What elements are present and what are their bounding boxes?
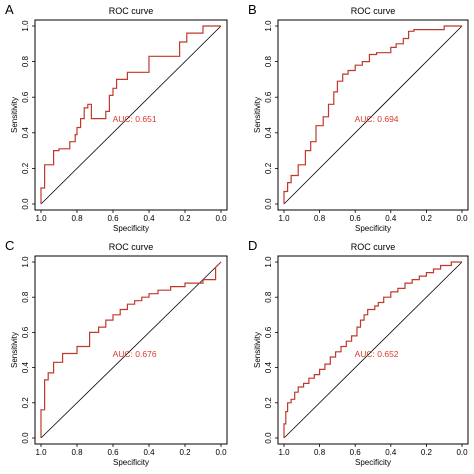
x-axis-label: Specificity	[355, 458, 391, 467]
y-tick-label: 0.0	[264, 432, 273, 444]
x-tick-label: 0.0	[215, 214, 227, 223]
x-tick-label: 1.0	[278, 448, 290, 457]
x-tick-label: 0.4	[143, 214, 155, 223]
roc-curve-line	[283, 25, 462, 204]
y-tick-label: 0.6	[264, 326, 273, 338]
y-tick-label: 0.8	[21, 55, 30, 67]
x-tick-label: 0.6	[107, 448, 119, 457]
x-tick-label: 0.8	[314, 448, 326, 457]
x-tick-label: 1.0	[35, 214, 47, 223]
plot-frame	[277, 19, 469, 211]
auc-annotation: AUC: 0.652	[355, 349, 399, 359]
auc-annotation: AUC: 0.676	[113, 349, 157, 359]
panel-label: B	[248, 2, 257, 17]
y-tick-label: 0.4	[264, 361, 273, 373]
roc-panel-d: D ROC curve 1.0 0.8 0.6 0.4 0.2 0.0 0.0 0.2 0.4 0.6…	[248, 238, 469, 467]
chart-title: ROC curve	[109, 6, 154, 16]
y-tick-label: 0.0	[264, 198, 273, 210]
y-tick-label: 0.0	[21, 432, 30, 444]
auc-annotation: AUC: 0.651	[113, 114, 157, 124]
y-tick-label: 0.8	[264, 55, 273, 67]
diagonal-reference-line	[40, 261, 222, 439]
roc-curve-line	[283, 261, 462, 438]
x-tick-label: 0.8	[71, 214, 83, 223]
diagonal-reference-line	[283, 25, 463, 205]
y-tick-label: 0.0	[21, 198, 30, 210]
y-axis-label: Sensitivity	[253, 97, 262, 133]
y-axis-label: Sensitivity	[10, 332, 19, 368]
y-tick-label: 1.0	[21, 256, 30, 268]
x-tick-label: 0.0	[215, 448, 227, 457]
x-axis-label: Specificity	[355, 224, 391, 233]
roc-panel-b: B ROC curve 1.0 0.8 0.6 0.4 0.2 0.0 0.0 0.2 0.4 0.6…	[248, 2, 469, 233]
y-tick-label: 1.0	[21, 20, 30, 32]
x-tick-label: 0.0	[456, 214, 468, 223]
panel-label: C	[5, 238, 14, 253]
plot-frame	[34, 19, 228, 211]
x-tick-label: 0.8	[314, 214, 326, 223]
diagonal-reference-line	[40, 25, 222, 205]
y-axis-label: Sensitivity	[253, 332, 262, 368]
x-tick-label: 0.2	[179, 448, 191, 457]
y-tick-label: 0.2	[264, 397, 273, 409]
x-tick-label: 0.6	[107, 214, 119, 223]
x-tick-label: 0.8	[71, 448, 83, 457]
plot-frame	[34, 255, 228, 445]
chart-title: ROC curve	[109, 242, 154, 252]
y-tick-label: 0.8	[264, 291, 273, 303]
y-tick-label: 0.4	[264, 127, 273, 139]
panel-label: A	[5, 2, 14, 17]
y-axis-label: Sensitivity	[10, 97, 19, 133]
x-tick-label: 0.2	[179, 214, 191, 223]
y-tick-label: 1.0	[264, 256, 273, 268]
y-tick-label: 0.6	[21, 91, 30, 103]
roc-panel-a: A ROC curve 1.0 0.8 0.6 0.4 0.2 0.0 0.0 0.2 0.4 0.6…	[5, 2, 228, 233]
panel-label: D	[248, 238, 257, 253]
auc-annotation: AUC: 0.694	[355, 114, 399, 124]
roc-curve-line	[40, 25, 221, 204]
x-tick-label: 0.4	[385, 448, 397, 457]
chart-title: ROC curve	[351, 6, 396, 16]
chart-title: ROC curve	[351, 242, 396, 252]
y-tick-label: 0.6	[21, 326, 30, 338]
x-tick-label: 0.4	[143, 448, 155, 457]
y-tick-label: 0.2	[264, 162, 273, 174]
diagonal-reference-line	[283, 261, 463, 439]
roc-curve-line	[40, 261, 222, 438]
x-tick-label: 0.6	[350, 214, 362, 223]
plot-frame	[277, 255, 469, 445]
x-axis-label: Specificity	[113, 458, 149, 467]
x-axis-label: Specificity	[113, 224, 149, 233]
y-tick-label: 0.6	[264, 91, 273, 103]
x-tick-label: 1.0	[278, 214, 290, 223]
x-tick-label: 1.0	[35, 448, 47, 457]
y-tick-label: 0.8	[21, 291, 30, 303]
y-tick-label: 1.0	[264, 20, 273, 32]
x-tick-label: 0.4	[385, 214, 397, 223]
y-tick-label: 0.2	[21, 397, 30, 409]
x-tick-label: 0.0	[456, 448, 468, 457]
x-tick-label: 0.6	[350, 448, 362, 457]
x-tick-label: 0.2	[421, 448, 433, 457]
y-tick-label: 0.4	[21, 127, 30, 139]
y-tick-label: 0.2	[21, 162, 30, 174]
roc-panel-c: C ROC curve 1.0 0.8 0.6 0.4 0.2 0.0 0.0 0.2 0.4 0.6…	[5, 238, 228, 467]
y-tick-label: 0.4	[21, 361, 30, 373]
x-tick-label: 0.2	[421, 214, 433, 223]
